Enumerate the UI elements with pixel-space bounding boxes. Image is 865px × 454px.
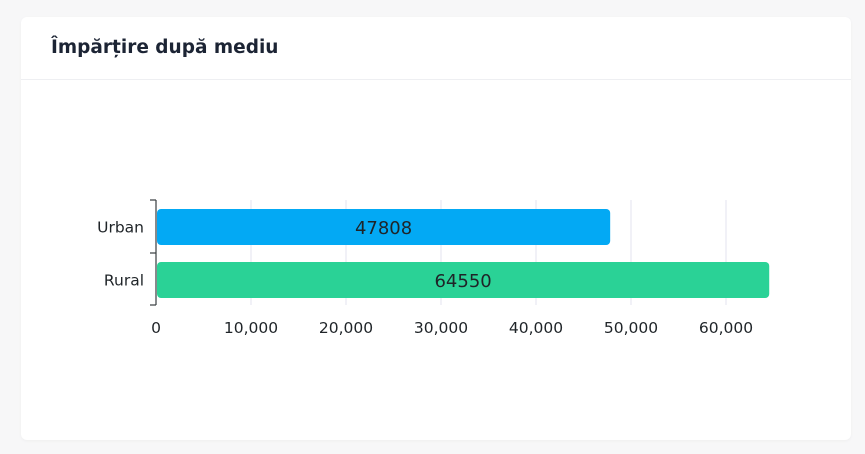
x-tick-label: 60,000: [699, 319, 753, 337]
x-tick-label: 40,000: [509, 319, 563, 337]
bar-rural: [157, 262, 770, 298]
x-tick-label: 50,000: [604, 319, 658, 337]
category-label-rural: Rural: [104, 272, 144, 290]
card-header: Împărțire după mediu: [21, 17, 851, 80]
x-tick-label: 10,000: [224, 319, 278, 337]
category-label-urban: Urban: [97, 219, 144, 237]
data-label-urban: 47808: [355, 218, 412, 239]
x-tick-label: 30,000: [414, 319, 468, 337]
data-label-rural: 64550: [434, 271, 491, 292]
x-tick-label: 20,000: [319, 319, 373, 337]
bar-urban: [157, 209, 611, 245]
card-title: Împărțire după mediu: [51, 37, 279, 58]
x-tick-label: 0: [151, 319, 161, 337]
